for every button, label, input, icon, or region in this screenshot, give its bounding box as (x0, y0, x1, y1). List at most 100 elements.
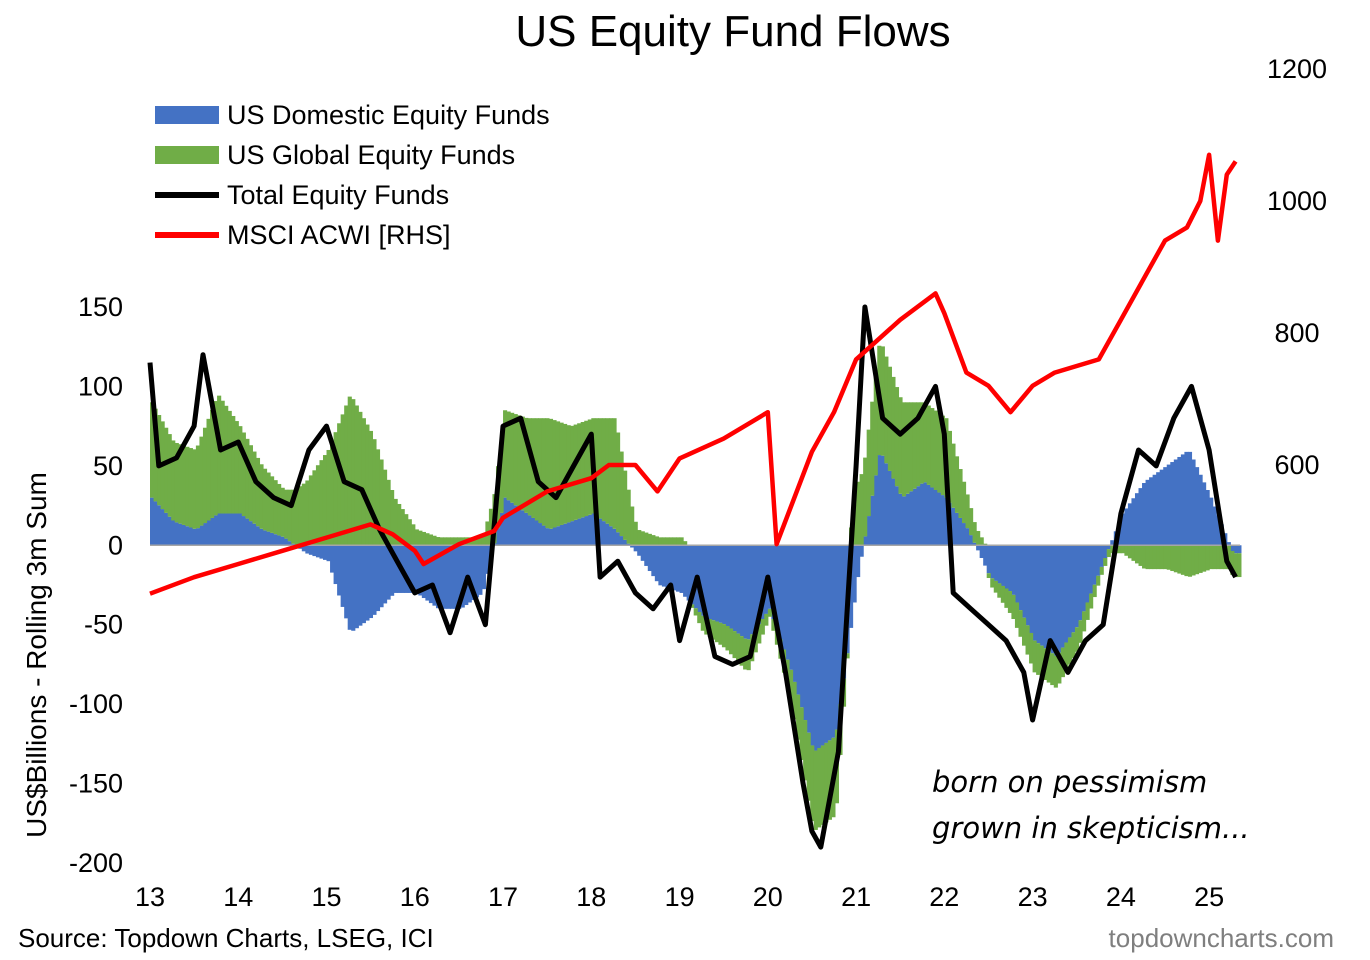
bar-domestic-90 (467, 545, 472, 603)
bar-global-251 (1036, 643, 1041, 675)
bar-domestic-100 (503, 497, 508, 546)
bar-domestic-179 (781, 545, 787, 650)
bar-domestic-299 (1205, 490, 1210, 546)
bar-global-0 (150, 402, 155, 498)
bar-domestic-196 (841, 545, 847, 679)
bar-domestic-61 (365, 545, 370, 621)
bar-global-84 (446, 537, 451, 546)
bar-domestic-165 (732, 545, 737, 632)
bar-global-140 (644, 532, 649, 546)
bar-domestic-65 (379, 545, 384, 608)
bar-domestic-282 (1145, 479, 1150, 546)
bar-domestic-22 (227, 513, 232, 546)
series-line-acwi (149, 152, 1238, 596)
bar-global-37 (280, 487, 285, 537)
bar-global-191 (824, 742, 829, 823)
bar-global-255 (1050, 653, 1055, 686)
bar-global-12 (192, 449, 197, 529)
bar-global-55 (344, 405, 349, 546)
bar-global-93 (478, 537, 483, 546)
bar-global-105 (520, 416, 525, 511)
bar-global-130 (608, 418, 614, 527)
bar-domestic-186 (806, 545, 811, 733)
bar-domestic-15 (202, 523, 208, 546)
bar-global-200 (856, 481, 861, 546)
bar-domestic-132 (616, 532, 621, 546)
y-axis-left: 150 100 50 0 -50 -100 -150 -200 (69, 292, 123, 878)
bar-domestic-38 (284, 538, 289, 546)
bar-global-278 (1131, 545, 1136, 561)
bar-global-35 (273, 480, 278, 535)
bar-domestic-173 (760, 545, 765, 619)
bar-domestic-25 (238, 513, 243, 546)
bar-global-274 (1117, 545, 1122, 554)
bar-global-242 (1004, 588, 1009, 608)
bar-global-102 (510, 412, 515, 503)
bar-domestic-214 (905, 493, 910, 546)
bar-global-182 (792, 681, 797, 720)
bar-global-87 (457, 537, 462, 546)
bar-domestic-48 (319, 545, 324, 559)
bar-global-213 (901, 402, 907, 497)
bar-global-302 (1216, 545, 1221, 570)
bar-domestic-262 (1074, 545, 1080, 628)
bar-domestic-58 (354, 545, 359, 629)
bar-global-16 (206, 418, 211, 521)
bar-global-120 (573, 424, 578, 520)
bar-domestic-21 (224, 513, 229, 546)
bar-global-133 (619, 451, 624, 537)
bar-global-298 (1202, 545, 1207, 572)
bar-global-219 (923, 402, 928, 483)
bar-global-305 (1226, 545, 1231, 570)
bar-global-100 (503, 410, 508, 498)
bar-global-31 (259, 464, 264, 529)
bar-domestic-153 (690, 545, 695, 605)
bar-domestic-177 (774, 545, 779, 630)
bar-domestic-107 (527, 515, 532, 546)
bar-domestic-257 (1057, 545, 1062, 653)
x-tick-label-11: 24 (1106, 882, 1136, 912)
bar-domestic-284 (1152, 474, 1157, 546)
bar-global-212 (898, 397, 903, 494)
bar-domestic-74 (411, 545, 416, 593)
bar-global-280 (1138, 545, 1143, 566)
bar-domestic-293 (1184, 451, 1189, 546)
bar-domestic-251 (1036, 545, 1041, 644)
bar-global-286 (1159, 545, 1164, 570)
bar-domestic-191 (824, 545, 829, 743)
bar-domestic-260 (1067, 545, 1073, 638)
bar-domestic-142 (651, 545, 656, 577)
bar-global-6 (171, 440, 176, 521)
bar-global-239 (993, 580, 998, 593)
bar-global-234 (976, 530, 981, 546)
bar-domestic-224 (940, 495, 945, 546)
bar-domestic-86 (453, 545, 458, 609)
bar-domestic-230 (961, 523, 967, 546)
bar-global-76 (418, 530, 423, 546)
bar-global-42 (298, 486, 303, 546)
bar-domestic-297 (1198, 474, 1203, 546)
annotation-line-2: grown in skepticism... (932, 811, 1250, 845)
annotation-line-1: born on pessimism (932, 765, 1207, 799)
bar-domestic-17 (210, 517, 215, 546)
bar-domestic-208 (884, 463, 889, 546)
bar-global-81 (435, 537, 441, 546)
bar-global-91 (471, 537, 476, 546)
bar-global-51 (330, 441, 335, 546)
bar-domestic-85 (450, 545, 455, 609)
bar-global-61 (365, 424, 370, 546)
bar-domestic-245 (1014, 545, 1020, 603)
bar-domestic-78 (425, 545, 430, 601)
bar-domestic-256 (1053, 545, 1058, 656)
bar-global-201 (859, 474, 864, 546)
bar-global-232 (969, 508, 974, 536)
bar-global-101 (506, 411, 511, 501)
bar-global-301 (1212, 545, 1217, 570)
bar-global-277 (1127, 545, 1133, 559)
bar-global-176 (771, 619, 776, 631)
bar-global-243 (1007, 591, 1013, 613)
bar-global-216 (912, 402, 917, 489)
bar-global-78 (425, 533, 430, 546)
bar-domestic-123 (584, 516, 589, 546)
bar-global-192 (827, 740, 832, 820)
